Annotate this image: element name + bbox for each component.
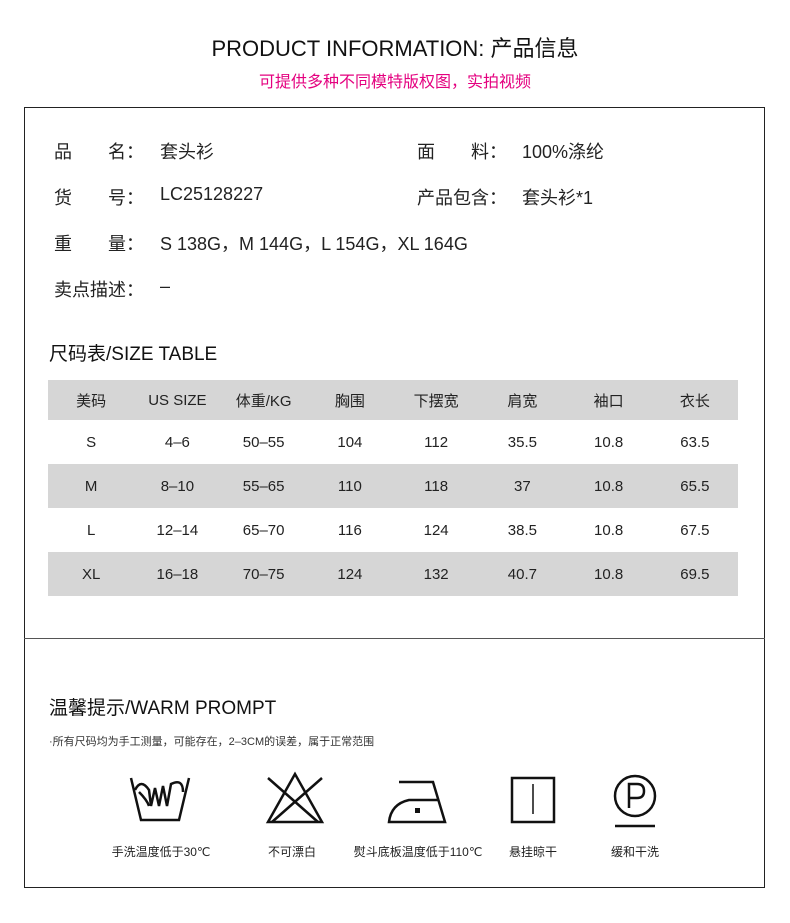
header-cell: 肩宽	[479, 380, 566, 420]
table-cell: 10.8	[565, 464, 652, 508]
name-label: 品 名：	[54, 142, 144, 162]
table-cell: 116	[337, 521, 362, 539]
table-cell: 65–70	[242, 521, 285, 539]
line-dry-icon	[510, 776, 556, 824]
table-row: XL 16–18 70–75 124 132 40.7 10.8 69.5	[48, 552, 738, 596]
table-cell: 69.5	[651, 552, 738, 596]
selling-value: –	[160, 276, 171, 296]
header-cell: 美码	[48, 380, 135, 420]
care-label-iron: 熨斗底板温度低于110℃	[353, 845, 483, 859]
table-cell: 8–10	[134, 464, 221, 508]
table-cell: 124	[306, 552, 393, 596]
fabric-value: 100%涤纶	[522, 142, 605, 162]
page-subtitle: 可提供多种不同模特版权图，实拍视频	[258, 74, 531, 91]
table-cell: 16–18	[134, 552, 221, 596]
info-box	[24, 107, 765, 888]
selling-label: 卖点描述：	[54, 280, 144, 300]
table-cell: 38.5	[507, 521, 537, 539]
table-cell: 10.8	[565, 552, 652, 596]
header-cell: 胸围	[306, 380, 393, 420]
sku-value: LC25128227	[160, 184, 264, 204]
header-cell: 体重/KG	[220, 380, 307, 420]
table-cell: 12–14	[156, 521, 199, 539]
table-cell: 50–55	[242, 433, 285, 451]
table-row: L 12–14 65–70 116 124 38.5 10.8 67.5	[48, 508, 738, 552]
table-cell: 4–6	[164, 433, 190, 451]
header-cell: 袖口	[565, 380, 652, 420]
iron-low-icon	[387, 780, 447, 824]
page-title: PRODUCT INFORMATION: 产品信息	[211, 36, 579, 61]
includes-value: 套头衫*1	[522, 188, 594, 208]
fabric-label: 面 料：	[417, 142, 507, 162]
table-cell: 65.5	[651, 464, 738, 508]
care-label-dry-clean: 缓和干洗	[610, 845, 659, 859]
table-cell: 104	[337, 433, 363, 451]
header-cell: 下摆宽	[393, 380, 480, 420]
table-cell: 112	[424, 433, 449, 451]
table-cell: 35.5	[507, 433, 537, 451]
table-row: S 4–6 50–55 104 112 35.5 10.8 63.5	[48, 420, 738, 464]
table-cell: 37	[479, 464, 566, 508]
table-cell: 40.7	[479, 552, 566, 596]
table-row: M 8–10 55–65 110 118 37 10.8 65.5	[48, 464, 738, 508]
table-header-row: 美码 US SIZE 体重/KG 胸围 下摆宽 肩宽 袖口 衣长	[48, 380, 738, 420]
sku-label: 货 号：	[54, 188, 144, 208]
table-cell: 124	[423, 521, 449, 539]
table-cell: M	[48, 464, 135, 508]
table-cell: S	[86, 433, 97, 451]
table-cell: 10.8	[594, 521, 624, 539]
prompt-title: 温馨提示/WARM PROMPT	[49, 698, 277, 719]
table-cell: 70–75	[220, 552, 307, 596]
table-cell: 55–65	[220, 464, 307, 508]
size-table: 美码 US SIZE 体重/KG 胸围 下摆宽 肩宽 袖口 衣长 S 4–6 50–…	[48, 380, 738, 596]
weight-value: S 138G，M 144G，L 154G，XL 164G	[160, 234, 468, 254]
includes-label: 产品包含：	[417, 188, 507, 208]
header-cell: US SIZE	[134, 380, 221, 420]
name-value: 套头衫	[160, 142, 214, 162]
table-cell: 110	[306, 464, 393, 508]
table-cell: 63.5	[680, 433, 710, 451]
table-cell: 118	[393, 464, 480, 508]
weight-label: 重 量：	[54, 234, 144, 254]
table-cell: 132	[393, 552, 480, 596]
care-label-no-bleach: 不可漂白	[267, 845, 316, 859]
no-bleach-icon	[265, 771, 325, 824]
gentle-dry-clean-icon	[613, 774, 657, 828]
divider	[24, 638, 765, 639]
care-label-line-dry: 悬挂晾干	[508, 845, 557, 859]
table-cell: L	[86, 521, 96, 539]
prompt-note: ·所有尺码均为手工测量，可能存在，2–3CM的误差，属于正常范围	[49, 736, 375, 748]
table-cell: XL	[48, 552, 135, 596]
table-cell: 10.8	[594, 433, 624, 451]
size-table-title: 尺码表/SIZE TABLE	[49, 344, 218, 365]
care-label-hand-wash: 手洗温度低于30℃	[111, 845, 211, 859]
table-cell: 67.5	[680, 521, 710, 539]
header-cell: 衣长	[651, 380, 738, 420]
hand-wash-icon	[129, 777, 191, 822]
